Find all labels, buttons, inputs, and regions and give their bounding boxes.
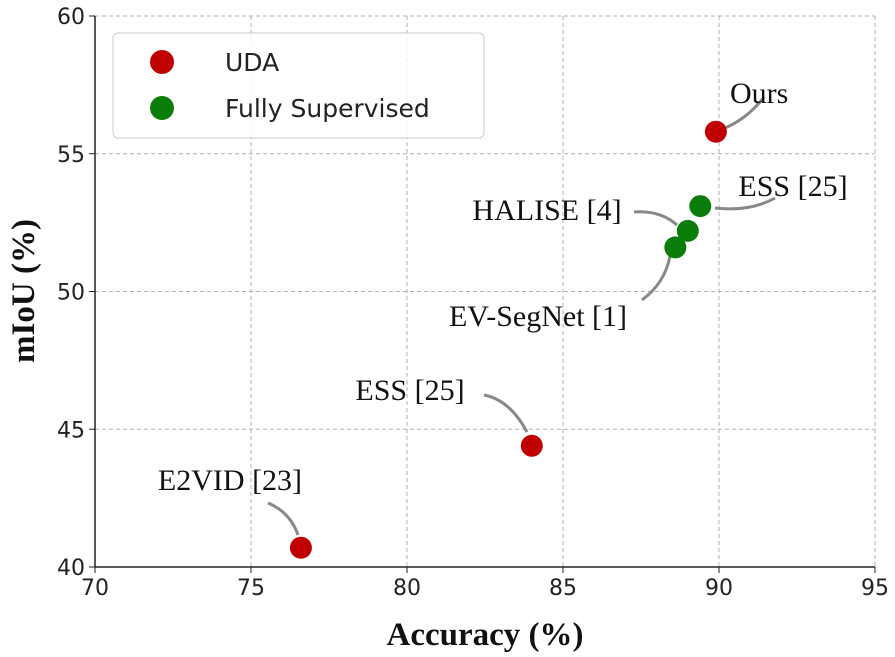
x-tick-label: 75 bbox=[237, 576, 265, 601]
y-tick-label: 60 bbox=[57, 5, 85, 30]
point-annotation: E2VID [23] bbox=[158, 464, 302, 497]
annotation-arrow bbox=[714, 196, 776, 211]
point-annotation: Ours bbox=[730, 77, 788, 110]
point bbox=[520, 434, 543, 457]
annotation-arrow bbox=[267, 501, 300, 536]
x-axis-title: Accuracy (%) bbox=[386, 617, 583, 653]
point bbox=[704, 120, 727, 143]
y-tick-label: 45 bbox=[57, 418, 85, 443]
annotation-arrow bbox=[641, 255, 672, 302]
legend-box bbox=[112, 32, 485, 139]
annotation-arrow bbox=[483, 393, 529, 433]
point-annotation: ESS [25] bbox=[738, 170, 847, 203]
legend-marker bbox=[150, 50, 174, 74]
y-tick-label: 50 bbox=[57, 281, 85, 306]
point-annotation: ESS [25] bbox=[355, 374, 464, 407]
x-tick-label: 90 bbox=[705, 576, 733, 601]
point-annotation: EV-SegNet [1] bbox=[449, 300, 627, 333]
x-tick-label: 70 bbox=[81, 576, 109, 601]
x-tick-label: 80 bbox=[393, 576, 421, 601]
legend-label: Fully Supervised bbox=[225, 94, 430, 123]
x-tick-label: 95 bbox=[861, 576, 889, 601]
legend-label: UDA bbox=[225, 48, 279, 77]
y-axis-title: mIoU (%) bbox=[6, 219, 42, 363]
x-tick-label: 85 bbox=[549, 576, 577, 601]
point-annotation: HALISE [4] bbox=[472, 194, 621, 227]
point bbox=[289, 536, 312, 559]
point bbox=[664, 236, 687, 259]
y-tick-label: 40 bbox=[57, 556, 85, 581]
y-tick-label: 55 bbox=[57, 143, 85, 168]
legend-marker bbox=[150, 96, 174, 120]
annotation-arrow bbox=[724, 96, 766, 130]
point bbox=[689, 195, 712, 218]
point bbox=[676, 219, 699, 242]
annotation-arrow bbox=[633, 210, 678, 227]
